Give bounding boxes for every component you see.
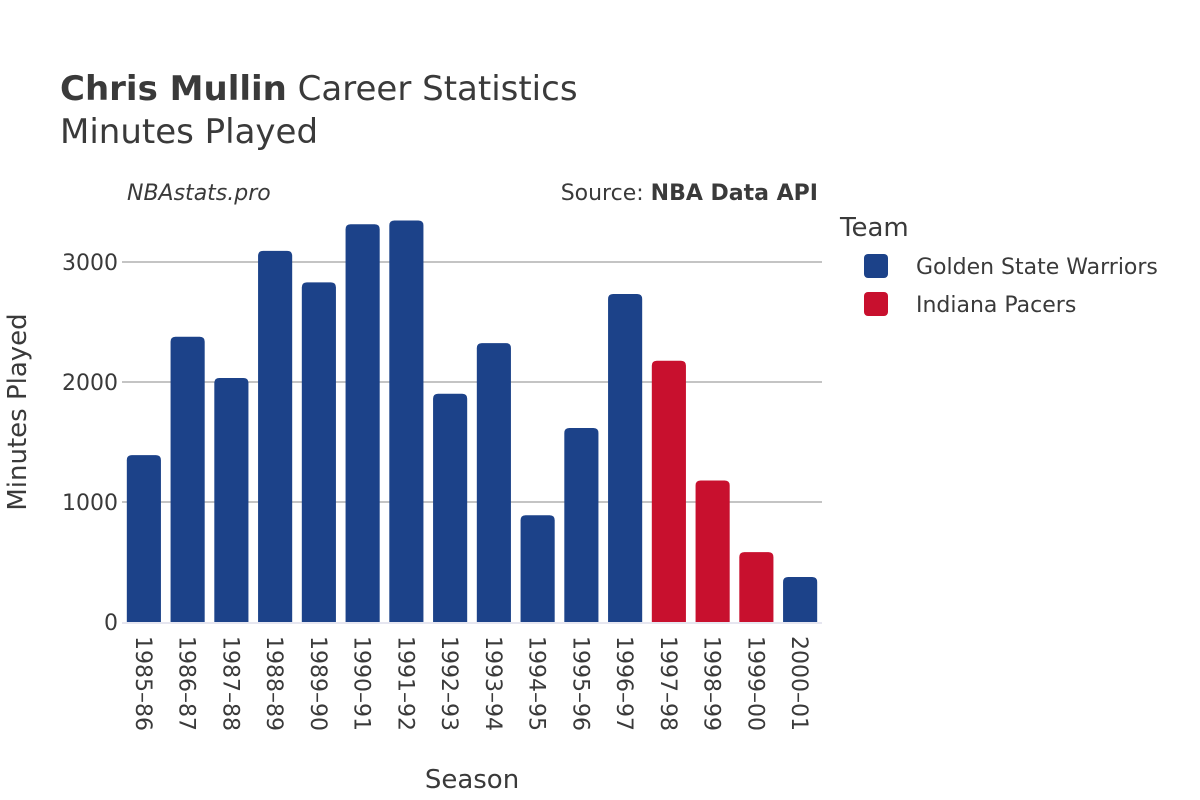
x-tick-label: 1991–92: [392, 636, 417, 731]
source-name: NBA Data API: [651, 181, 818, 206]
legend-item-pacers[interactable]: Indiana Pacers: [864, 292, 1076, 318]
x-tick-label: 1990–91: [349, 636, 374, 731]
x-tick-label: 2000–01: [786, 636, 811, 731]
x-tick-label: 1986–87: [174, 636, 199, 731]
y-tick-label: 3000: [62, 251, 118, 276]
legend-label-warriors: Golden State Warriors: [916, 255, 1158, 280]
x-tick-label: 1998–99: [699, 636, 724, 731]
y-tick-label: 0: [104, 611, 118, 636]
legend: Team Golden State Warriors Indiana Pacer…: [839, 213, 1158, 318]
bar-1995–96[interactable]: [564, 427, 599, 622]
bar-1997–98[interactable]: [651, 360, 686, 622]
y-tick-labels: 0 1000 2000 3000: [62, 251, 118, 636]
y-axis-title: Minutes Played: [3, 313, 33, 510]
watermark: NBAstats.pro: [127, 181, 271, 206]
source-credit: Source: NBA Data API: [561, 181, 818, 206]
x-tick-label: 1987–88: [217, 636, 242, 731]
bar-1989–90[interactable]: [301, 282, 336, 622]
x-tick-label: 1985–86: [130, 636, 155, 731]
bar-1996–97[interactable]: [608, 294, 643, 622]
bar-1986–87[interactable]: [170, 336, 205, 622]
x-tick-labels: 1985–86 1986–87 1987–88 1988–89 1989–90 1990–…: [130, 636, 811, 731]
x-tick-label: 1995–96: [567, 636, 592, 731]
bar-1991–92[interactable]: [389, 220, 424, 623]
legend-item-warriors[interactable]: Golden State Warriors: [864, 254, 1158, 280]
bars-layer: [126, 220, 818, 623]
x-tick-label: 1993–94: [480, 636, 505, 731]
bar-2000–01[interactable]: [783, 577, 818, 622]
x-tick-label: 1992–93: [436, 636, 461, 731]
legend-swatch-pacers: [864, 292, 888, 316]
chart-subtitle: Minutes Played: [60, 112, 318, 152]
bar-1990–91[interactable]: [345, 224, 380, 622]
x-axis-title: Season: [425, 765, 519, 795]
x-tick-label: 1988–89: [261, 636, 286, 731]
x-tick-label: 1996–97: [611, 636, 636, 731]
source-prefix: Source:: [561, 181, 651, 206]
chart-title: Chris Mullin Career Statistics: [60, 69, 578, 109]
bar-1992–93[interactable]: [433, 393, 468, 622]
x-tick-label: 1994–95: [524, 636, 549, 731]
x-tick-label: 1999–00: [742, 636, 767, 731]
x-tick-label: 1989–90: [305, 636, 330, 731]
bar-1985–86[interactable]: [126, 455, 161, 622]
bar-1999–00[interactable]: [739, 552, 774, 622]
bar-1998–99[interactable]: [695, 480, 730, 622]
y-tick-label: 2000: [62, 371, 118, 396]
y-tick-label: 1000: [62, 491, 118, 516]
bar-1993–94[interactable]: [476, 343, 511, 622]
legend-swatch-warriors: [864, 254, 888, 278]
legend-label-pacers: Indiana Pacers: [916, 293, 1076, 318]
chart-title-player: Chris Mullin: [60, 69, 287, 109]
bar-1988–89[interactable]: [258, 250, 293, 622]
chart-title-rest: Career Statistics: [287, 69, 578, 109]
x-tick-label: 1997–98: [655, 636, 680, 731]
bar-1987–88[interactable]: [214, 378, 249, 622]
bar-1994–95[interactable]: [520, 515, 555, 622]
legend-title: Team: [839, 213, 909, 243]
